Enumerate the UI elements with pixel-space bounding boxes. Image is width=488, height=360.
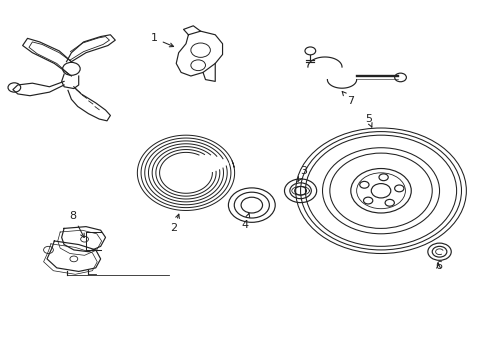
Text: 3: 3 [297,166,307,181]
Text: 6: 6 [434,261,441,271]
Text: 5: 5 [364,114,371,127]
Text: 7: 7 [342,91,354,106]
Text: 8: 8 [69,211,84,238]
Text: 2: 2 [170,214,179,233]
Text: 1: 1 [150,33,173,47]
Text: 4: 4 [242,213,249,230]
